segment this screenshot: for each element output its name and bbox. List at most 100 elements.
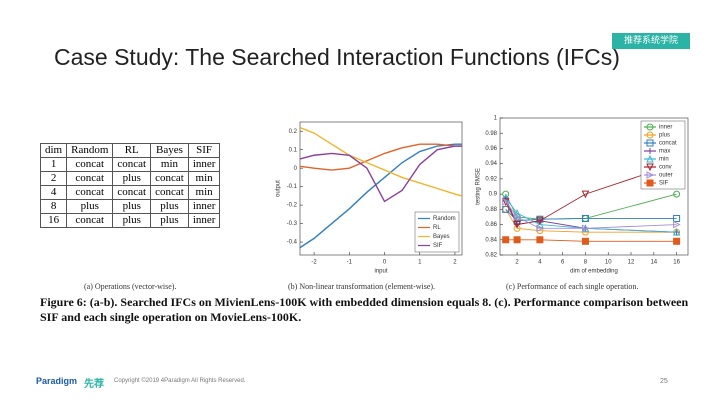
table-row: 2 concat plus concat min bbox=[39, 171, 221, 186]
x-tick-label: 1 bbox=[418, 260, 422, 266]
badge: 推荐系统学院 bbox=[612, 33, 690, 49]
marker bbox=[581, 237, 589, 245]
marker bbox=[513, 209, 521, 217]
y-tick-label: 0.92 bbox=[485, 176, 497, 182]
series-line bbox=[505, 197, 677, 233]
marker bbox=[502, 236, 510, 244]
logo: Paradigm bbox=[36, 376, 78, 386]
marker bbox=[536, 217, 544, 225]
y-tick-label: 0.9 bbox=[489, 192, 498, 198]
plot-frame bbox=[499, 117, 689, 256]
x-tick-label: 2 bbox=[453, 260, 457, 266]
marker bbox=[581, 214, 589, 222]
page-number: 25 bbox=[660, 378, 668, 385]
x-tick-label: -2 bbox=[311, 260, 317, 266]
y-tick-label: -0.3 bbox=[287, 221, 298, 227]
marker bbox=[536, 224, 544, 233]
x-tick-label: 2 bbox=[515, 260, 519, 266]
marker bbox=[536, 220, 544, 229]
marker bbox=[646, 139, 654, 147]
legend-label: max bbox=[659, 149, 670, 155]
legend-label: SIF bbox=[433, 243, 443, 249]
series-line bbox=[505, 201, 677, 229]
x-tick-label: 6 bbox=[561, 260, 565, 266]
y-tick-label: -0.2 bbox=[287, 203, 298, 209]
table-cell: plus bbox=[150, 199, 189, 214]
legend-label: outer bbox=[659, 173, 673, 179]
series-line bbox=[505, 197, 677, 233]
caption: (b) Non-linear transformation (element-w… bbox=[288, 282, 436, 291]
legend-label: concat bbox=[659, 141, 677, 147]
table-cell: Bayes bbox=[150, 143, 189, 158]
y-tick-label: 0 bbox=[294, 166, 298, 172]
x-tick-label: -1 bbox=[347, 260, 353, 266]
legend-label: SIF bbox=[659, 181, 669, 187]
y-tick-label: 0.84 bbox=[485, 237, 497, 243]
marker bbox=[646, 179, 654, 187]
y-tick-label: 0.88 bbox=[485, 207, 497, 213]
y-axis-label: output bbox=[276, 180, 282, 197]
marker bbox=[502, 205, 510, 213]
caption: (a) Operations (vector-wise). bbox=[84, 282, 177, 291]
table-cell: plus bbox=[150, 213, 189, 228]
marker bbox=[646, 154, 654, 163]
series-line bbox=[505, 163, 677, 226]
y-tick-label: 0.82 bbox=[485, 253, 497, 259]
table-cell: inner bbox=[187, 213, 221, 228]
series-line bbox=[299, 143, 462, 171]
y-tick-label: 1 bbox=[494, 116, 498, 122]
x-tick-label: 10 bbox=[605, 260, 612, 266]
y-tick-label: 0.2 bbox=[289, 129, 298, 135]
marker bbox=[647, 148, 653, 154]
y-tick-label: 0.94 bbox=[485, 161, 497, 167]
marker bbox=[536, 236, 544, 244]
copyright: Copyright ©2019 4Paradigm All Rights Res… bbox=[114, 378, 246, 384]
y-tick-label: 0.96 bbox=[485, 146, 497, 152]
y-tick-label: -0.4 bbox=[287, 240, 298, 246]
marker bbox=[513, 213, 522, 221]
table-row: 16 concat plus plus inner bbox=[39, 213, 221, 228]
y-tick-label: 0.98 bbox=[485, 131, 497, 137]
table-cell: min bbox=[150, 157, 189, 172]
table-cell: min bbox=[187, 171, 221, 186]
y-tick-label: 0.86 bbox=[485, 222, 497, 228]
legend-label: RL bbox=[433, 225, 441, 231]
marker bbox=[581, 224, 590, 233]
marker bbox=[513, 236, 521, 244]
series-line bbox=[299, 126, 463, 197]
table-cell: concat bbox=[112, 157, 152, 172]
x-tick-label: 0 bbox=[383, 260, 387, 266]
series-line bbox=[505, 209, 677, 222]
x-axis-label: input bbox=[374, 269, 387, 275]
x-tick-label: 14 bbox=[650, 260, 657, 266]
table-cell: plus bbox=[112, 213, 152, 228]
y-tick-label: 0.1 bbox=[289, 147, 298, 153]
marker bbox=[501, 193, 510, 202]
marker bbox=[581, 190, 590, 199]
table-cell: concat bbox=[66, 213, 114, 228]
legend-label: inner bbox=[659, 125, 672, 131]
table-row: 1 concat concat min inner bbox=[39, 157, 221, 172]
marker bbox=[513, 221, 521, 229]
series-line bbox=[505, 239, 677, 242]
marker bbox=[646, 123, 654, 131]
x-tick-label: 4 bbox=[538, 260, 542, 266]
plot-frame bbox=[299, 121, 463, 256]
x-axis-label: dim of embedding bbox=[570, 269, 618, 275]
legend-label: Bayes bbox=[433, 234, 450, 240]
marker bbox=[646, 131, 654, 139]
marker bbox=[673, 214, 681, 222]
series-line bbox=[505, 209, 677, 233]
marker bbox=[672, 228, 681, 236]
figure-caption: Figure 6: (a-b). Searched IFCs on Mivien… bbox=[40, 295, 689, 324]
x-tick-label: 12 bbox=[628, 260, 635, 266]
legend-label: plus bbox=[659, 133, 670, 139]
table-cell: concat bbox=[112, 185, 152, 200]
table-row: 4 concat concat concat min bbox=[39, 185, 221, 200]
ops-table: dim Random RL Bayes SIF 1 concat concat min inner… bbox=[39, 143, 221, 228]
y-tick-label: -0.1 bbox=[287, 184, 298, 190]
caption: (c) Performance of each single operation… bbox=[506, 282, 639, 291]
table-cell: Random bbox=[66, 143, 114, 158]
